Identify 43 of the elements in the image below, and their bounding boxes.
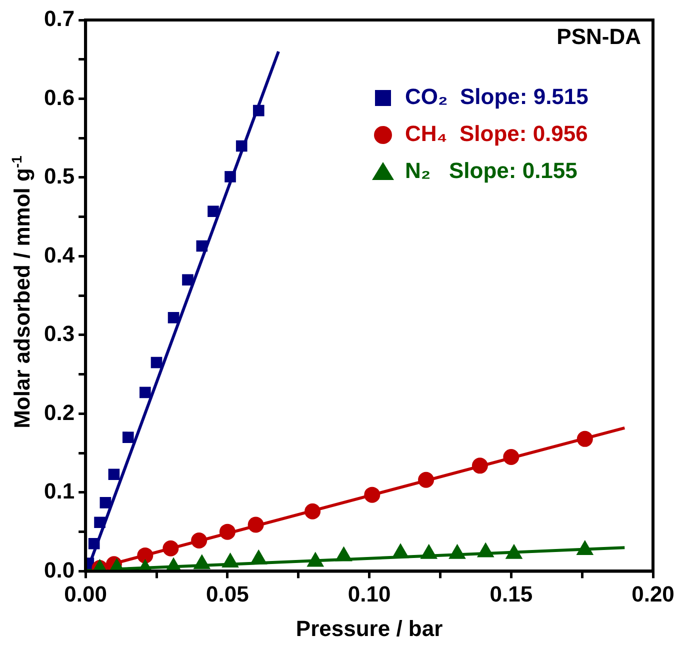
point (162, 540, 179, 556)
y-tick-label: 0.7 (44, 6, 75, 32)
point (122, 432, 134, 443)
point (208, 206, 219, 217)
y-tick-label: 0.2 (44, 400, 75, 425)
point (94, 516, 106, 528)
point (88, 538, 100, 550)
point (108, 468, 120, 480)
y-tick-label: 0.4 (44, 242, 76, 268)
y-tick-label: 0.3 (44, 321, 75, 346)
point (168, 312, 180, 324)
point (100, 497, 112, 508)
point (503, 449, 520, 466)
point (364, 486, 380, 503)
point (219, 524, 236, 540)
point (182, 274, 194, 286)
x-tick-label: 0.20 (632, 581, 674, 606)
point (248, 516, 264, 533)
point (224, 171, 236, 182)
annotation: PSN-DA (556, 24, 642, 50)
point (236, 140, 248, 152)
point (196, 240, 208, 252)
point (576, 430, 593, 447)
x-tick-label: 0.00 (64, 581, 107, 606)
y-tick-label: 0.0 (44, 557, 75, 582)
x-axis-title: Pressure / bar (296, 616, 444, 641)
point (150, 356, 162, 368)
point (137, 547, 154, 564)
point (191, 532, 208, 548)
point (252, 104, 264, 116)
y-tick-label: 0.1 (44, 478, 75, 504)
legend-label: N₂ Slope: 0.155 (405, 158, 578, 184)
point (472, 458, 488, 474)
legend-label: CO₂ Slope: 9.515 (405, 84, 588, 110)
y-tick-label: 0.6 (44, 84, 75, 110)
point (304, 503, 321, 520)
y-tick-label: 0.5 (44, 164, 75, 189)
x-tick-label: 0.15 (490, 581, 533, 606)
x-tick-label: 0.10 (348, 581, 391, 606)
point (140, 386, 151, 398)
point (418, 472, 434, 488)
x-tick-label: 0.05 (206, 581, 249, 606)
legend-label: CH₄ Slope: 0.956 (405, 121, 588, 146)
